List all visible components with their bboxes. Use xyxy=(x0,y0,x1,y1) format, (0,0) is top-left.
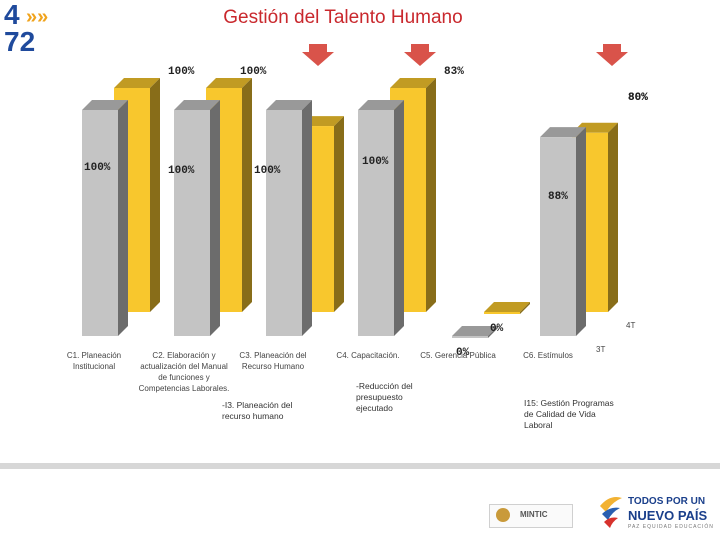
period-label: 3T xyxy=(596,345,605,354)
logo-line2: 72 xyxy=(4,26,36,57)
gray-bar-1-side xyxy=(118,100,128,336)
value-label: 100% xyxy=(84,162,111,174)
gray-bar-2-side xyxy=(210,100,220,336)
yellow-bar-5-side xyxy=(520,302,530,314)
gray-bar-1 xyxy=(82,110,118,336)
gray-bar-2-top xyxy=(174,100,220,110)
gray-bar-4 xyxy=(358,110,394,336)
category-label: C2. Elaboración y actualización del Manua… xyxy=(139,351,230,393)
gov-slogan-line1: TODOS POR UN xyxy=(628,496,706,507)
gray-bar-2 xyxy=(174,110,210,336)
yellow-bar-5 xyxy=(484,312,520,314)
category-label: C5. Gerencia Pública xyxy=(420,351,496,360)
gray-bar-3-side xyxy=(302,100,312,336)
mintic-label: MINTIC xyxy=(520,510,548,519)
indicator-note: -I3. Planeación del recurso humano xyxy=(222,400,293,421)
category-label: C4. Capacitación. xyxy=(336,351,399,360)
yellow-bar-6-side xyxy=(608,122,618,312)
yellow-bar-1-top xyxy=(114,78,160,88)
gray-bar-3 xyxy=(266,110,302,336)
gov-slogan-line2: NUEVO PAÍS xyxy=(628,508,708,523)
gray-bar-5 xyxy=(452,336,488,338)
colombia-flag-mark-icon xyxy=(600,497,622,528)
mintic-logo: MINTIC xyxy=(489,504,573,528)
category-label: C3. Planeación del Recurso Humano xyxy=(239,351,306,371)
value-label: 80% xyxy=(628,92,648,104)
yellow-bar-1-side xyxy=(150,78,160,312)
value-label: 100% xyxy=(168,66,195,78)
bar-chart: 100% 100% 100%100%0%88%100% 100% 83%80%0%80%… xyxy=(67,44,648,430)
value-label: 0% xyxy=(456,347,470,359)
gray-bar-6 xyxy=(540,137,576,336)
value-label: 100% xyxy=(362,156,389,168)
yellow-bar-2-side xyxy=(242,78,252,312)
value-label: 100% xyxy=(240,66,267,78)
yellow-bar-5-top xyxy=(484,302,530,312)
gray-bar-1-top xyxy=(82,100,128,110)
indicator-note: -Reducción del presupuesto ejecutado xyxy=(356,381,413,413)
yellow-bar-4-side xyxy=(426,78,436,312)
highlight-arrow-1 xyxy=(302,44,334,66)
472-logo: 4 »» 72 xyxy=(2,0,62,60)
gray-bar-5-top xyxy=(452,326,498,336)
footer-divider xyxy=(0,463,720,469)
highlight-arrow-3 xyxy=(596,44,628,66)
gray-bar-5-side xyxy=(488,326,498,338)
value-label: 0% xyxy=(490,323,504,335)
value-label: 83% xyxy=(444,66,464,78)
value-label: 100% xyxy=(254,165,281,177)
chevron-arrows-icon: »» xyxy=(26,6,49,28)
yellow-bar-4-top xyxy=(390,78,436,88)
period-label: 4T xyxy=(626,321,635,330)
highlight-arrow-2 xyxy=(404,44,436,66)
category-label: C1. Planeación Institucional xyxy=(67,351,121,371)
page-title: Gestión del Talento Humano xyxy=(223,7,463,28)
indicator-note: I15: Gestión Programas de Calidad de Vida… xyxy=(524,398,614,430)
yellow-bar-2-top xyxy=(206,78,252,88)
colombia-seal-icon xyxy=(496,508,510,522)
value-label: 80% xyxy=(628,92,648,104)
value-label: 88% xyxy=(548,191,568,203)
gray-bar-6-top xyxy=(540,127,586,138)
value-label: 100% xyxy=(168,165,195,177)
gray-bar-4-side xyxy=(394,100,404,336)
category-label: C6. Estímulos xyxy=(523,351,573,360)
gray-bar-4-top xyxy=(358,100,404,110)
government-logo: TODOS POR UN NUEVO PAÍS PAZ EQUIDAD EDUC… xyxy=(596,490,716,538)
gray-bar-6-side xyxy=(576,127,586,337)
gov-slogan-line3: PAZ EQUIDAD EDUCACIÓN xyxy=(628,524,714,530)
logo-line1: 4 xyxy=(4,0,20,30)
yellow-bar-3-side xyxy=(334,116,344,312)
gray-bar-3-top xyxy=(266,100,312,110)
